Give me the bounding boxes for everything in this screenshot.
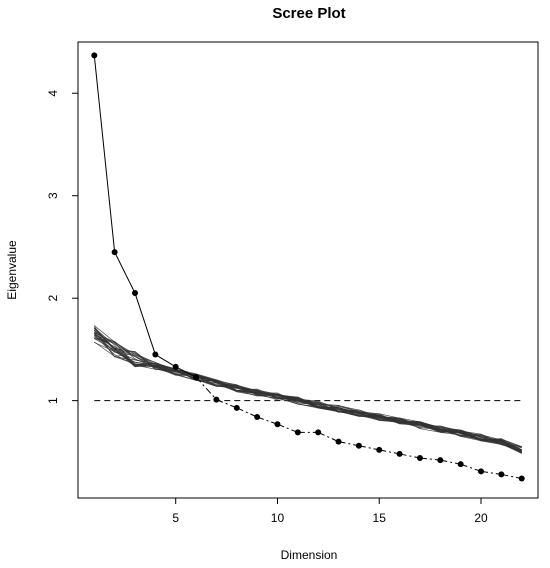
observed-eigenvalue-line-segment [338,441,359,447]
simulated-eigenvalue-line [93,331,522,447]
observed-eigenvalue-point [193,374,200,381]
simulated-eigenvalue-line [94,330,522,453]
observed-eigenvalue-point [152,351,159,358]
observed-eigenvalue-line-segment [236,407,258,418]
observed-eigenvalue-point [498,471,505,478]
observed-eigenvalue-point [315,429,322,436]
simulated-eigenvalue-line [94,336,522,452]
simulated-eigenvalue-line [94,337,522,454]
observed-eigenvalue-line-segment [440,459,461,465]
observed-eigenvalue-point [457,461,464,468]
observed-eigenvalue-series [91,52,525,482]
observed-eigenvalue-point [131,290,138,297]
y-axis: 1 2 3 4 [46,90,78,404]
y-axis-label: Eigenvalue [5,240,19,300]
simulated-eigenvalue-line [93,326,522,451]
observed-eigenvalue-line-segment [501,473,522,480]
x-axis: 5 10 15 20 [172,498,488,525]
observed-eigenvalue-line-segment [358,445,380,451]
chart-title: Scree Plot [272,5,345,22]
simulated-eigenvalue-line [94,342,522,453]
observed-eigenvalue-line-segment [155,354,176,368]
observed-eigenvalue-point [478,468,485,475]
observed-eigenvalue-point [233,404,240,411]
observed-eigenvalue-line-segment [175,366,197,378]
observed-eigenvalue-line-segment [277,423,299,433]
observed-eigenvalue-point [294,429,301,436]
observed-eigenvalue-point [416,455,423,462]
y-axis-tick-label: 3 [46,192,60,199]
observed-eigenvalue-point [274,421,281,428]
observed-eigenvalue-point [91,52,98,59]
observed-eigenvalue-line-segment [399,453,421,459]
x-axis-tick-label: 5 [172,511,179,525]
x-axis-tick-label: 15 [373,511,387,525]
x-axis-label: Dimension [281,548,338,562]
observed-eigenvalue-line-segment [93,55,116,253]
simulated-eigenvalue-line [94,338,522,453]
observed-eigenvalue-line-segment [419,457,441,461]
observed-eigenvalue-line-segment [195,376,217,400]
observed-eigenvalue-point [376,446,383,453]
observed-eigenvalue-point [335,438,342,445]
observed-eigenvalue-line-segment [134,292,156,355]
observed-eigenvalue-point [437,457,444,464]
observed-eigenvalue-point [518,475,525,482]
y-axis-tick-label: 2 [46,295,60,302]
observed-eigenvalue-point [213,396,220,403]
observed-eigenvalue-point [396,450,403,457]
observed-eigenvalue-line-segment [317,431,339,443]
observed-eigenvalue-line-segment [216,399,237,409]
x-axis-tick-label: 10 [271,511,285,525]
observed-eigenvalue-point [254,414,261,421]
observed-eigenvalue-line-segment [114,251,136,294]
observed-eigenvalue-line-segment [480,470,502,475]
observed-eigenvalue-point [172,363,179,370]
simulated-eigenvalue-line [94,341,522,454]
observed-eigenvalue-line-segment [379,449,400,455]
observed-eigenvalue-point [355,442,362,449]
y-axis-tick-label: 1 [46,397,60,404]
observed-eigenvalue-line-segment [256,416,278,425]
plot-frame [77,41,539,499]
observed-eigenvalue-line-segment [460,463,482,472]
y-axis-tick-label: 4 [46,90,60,97]
observed-eigenvalue-point [111,249,118,256]
simulated-eigenvalue-series [93,325,522,454]
x-axis-tick-label: 20 [474,511,488,525]
simulated-eigenvalue-line [94,335,522,454]
